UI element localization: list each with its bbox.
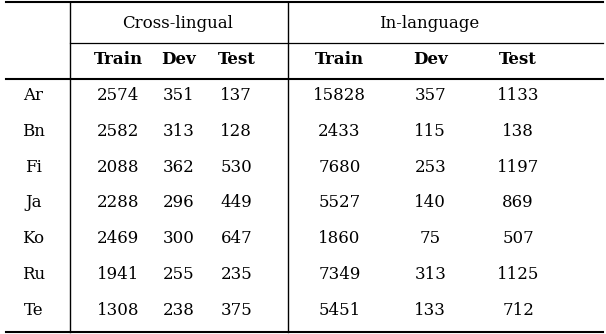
Text: 115: 115 — [415, 123, 446, 140]
Text: 313: 313 — [415, 266, 446, 283]
Text: 2469: 2469 — [97, 230, 139, 247]
Text: 351: 351 — [163, 87, 195, 104]
Text: Train: Train — [93, 51, 143, 68]
Text: 296: 296 — [163, 194, 195, 211]
Text: Test: Test — [499, 51, 537, 68]
Text: 1308: 1308 — [97, 302, 139, 319]
Text: Dev: Dev — [161, 51, 196, 68]
Text: 2582: 2582 — [97, 123, 139, 140]
Text: Dev: Dev — [413, 51, 448, 68]
Text: 15828: 15828 — [313, 87, 366, 104]
Text: In-language: In-language — [379, 15, 479, 32]
Text: 530: 530 — [221, 159, 252, 175]
Text: Ru: Ru — [22, 266, 45, 283]
Text: 138: 138 — [502, 123, 534, 140]
Text: Fi: Fi — [25, 159, 42, 175]
Text: 1125: 1125 — [497, 266, 539, 283]
Text: 313: 313 — [163, 123, 195, 140]
Text: 255: 255 — [163, 266, 195, 283]
Text: Train: Train — [315, 51, 364, 68]
Text: 2433: 2433 — [318, 123, 361, 140]
Text: Ar: Ar — [23, 87, 44, 104]
Text: 235: 235 — [221, 266, 252, 283]
Text: 7349: 7349 — [318, 266, 361, 283]
Text: 300: 300 — [163, 230, 195, 247]
Text: Cross-lingual: Cross-lingual — [122, 15, 233, 32]
Text: 869: 869 — [502, 194, 534, 211]
Text: 2574: 2574 — [97, 87, 139, 104]
Text: 253: 253 — [415, 159, 446, 175]
Text: 357: 357 — [415, 87, 446, 104]
Text: 238: 238 — [163, 302, 195, 319]
Text: Test: Test — [218, 51, 255, 68]
Text: 5527: 5527 — [318, 194, 361, 211]
Text: 5451: 5451 — [318, 302, 361, 319]
Text: 1133: 1133 — [497, 87, 539, 104]
Text: Bn: Bn — [22, 123, 45, 140]
Text: 1197: 1197 — [497, 159, 539, 175]
Text: Te: Te — [24, 302, 43, 319]
Text: 128: 128 — [221, 123, 252, 140]
Text: 507: 507 — [502, 230, 534, 247]
Text: 1860: 1860 — [318, 230, 361, 247]
Text: 449: 449 — [221, 194, 252, 211]
Text: 712: 712 — [502, 302, 534, 319]
Text: Ko: Ko — [22, 230, 44, 247]
Text: 1941: 1941 — [97, 266, 139, 283]
Text: 140: 140 — [415, 194, 446, 211]
Text: 2088: 2088 — [97, 159, 139, 175]
Text: 7680: 7680 — [318, 159, 361, 175]
Text: 647: 647 — [221, 230, 252, 247]
Text: 362: 362 — [163, 159, 195, 175]
Text: 75: 75 — [420, 230, 441, 247]
Text: 133: 133 — [415, 302, 446, 319]
Text: Ja: Ja — [25, 194, 42, 211]
Text: 137: 137 — [221, 87, 252, 104]
Text: 2288: 2288 — [97, 194, 139, 211]
Text: 375: 375 — [221, 302, 252, 319]
